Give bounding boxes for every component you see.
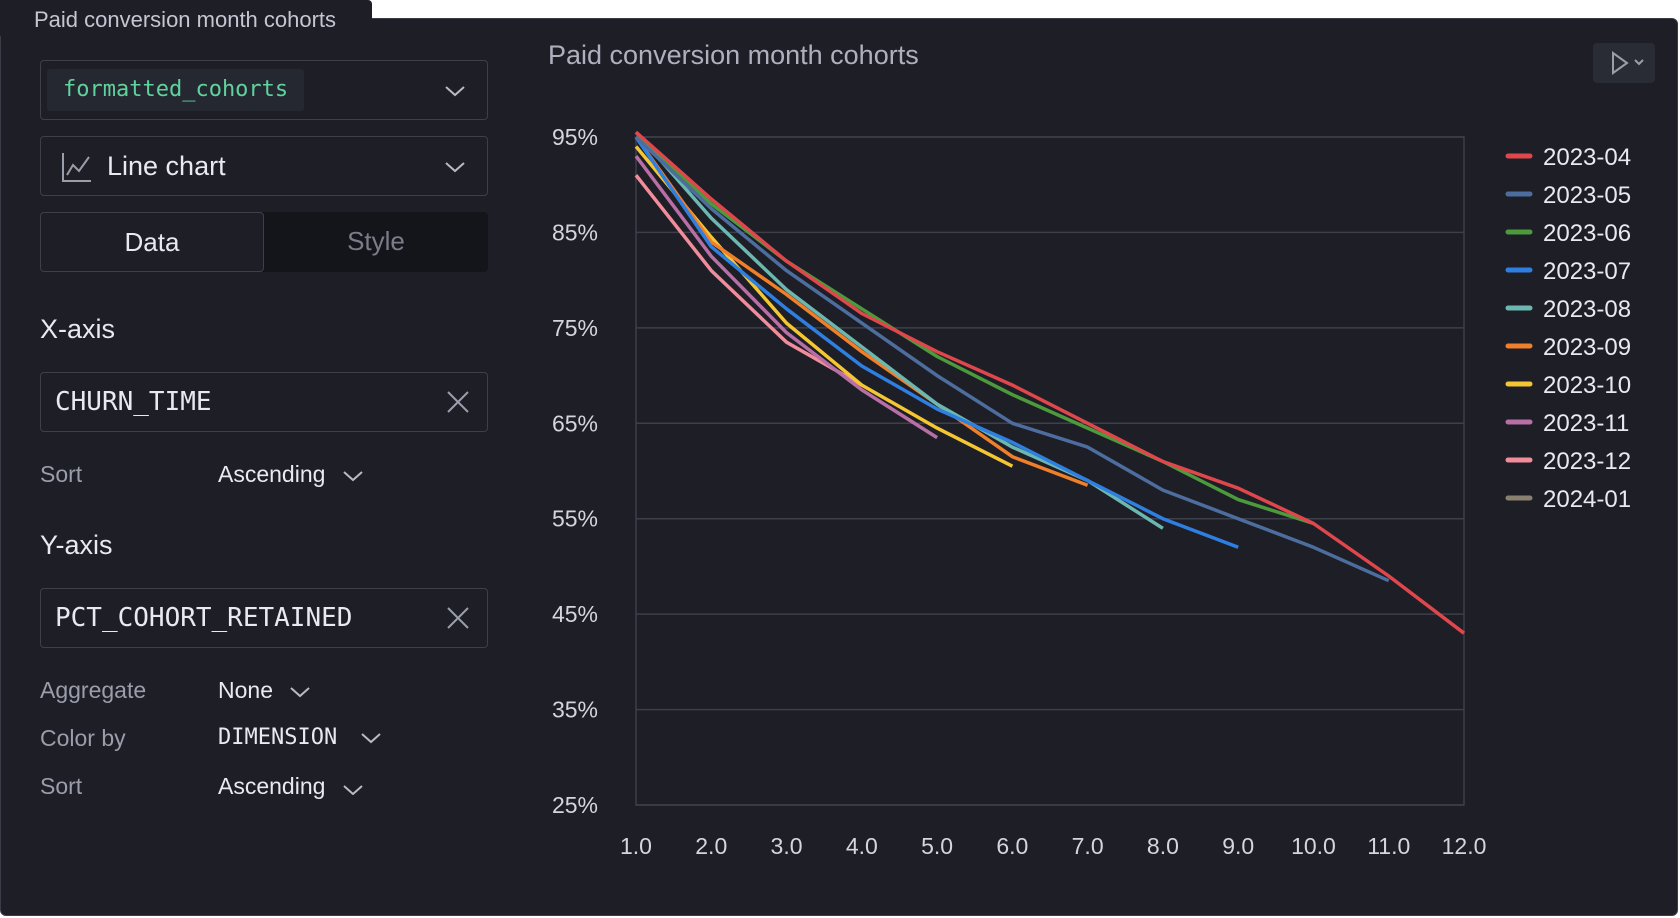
chevron-down-icon <box>290 687 311 698</box>
config-tabs: Data Style <box>40 212 488 272</box>
y-sort-label: Sort <box>40 773 83 799</box>
legend-label[interactable]: 2023-12 <box>1543 448 1631 475</box>
chart-series <box>634 130 1466 635</box>
x-axis-heading: X-axis <box>40 314 116 344</box>
series-line-2023-08 <box>634 131 1164 530</box>
x-tick-label: 1.0 <box>620 833 652 859</box>
x-tick-label: 5.0 <box>921 833 953 859</box>
chevron-down-icon <box>343 785 363 795</box>
y-tick-label: 65% <box>552 410 598 436</box>
x-axis-ticks: 1.0 2.0 3.0 4.0 5.0 6.0 7.0 8.0 9.0 10.0 11.0 12.0 <box>620 833 1486 859</box>
x-tick-label: 2.0 <box>695 833 727 859</box>
x-tick-label: 11.0 <box>1367 833 1410 859</box>
x-tick-label: 12.0 <box>1442 833 1487 859</box>
x-tick-label: 10.0 <box>1291 833 1336 859</box>
series-line-2023-09 <box>634 135 1089 487</box>
aggregate-label: Aggregate <box>40 677 147 703</box>
legend-label[interactable]: 2023-07 <box>1543 258 1631 285</box>
y-axis-heading: Y-axis <box>40 530 113 560</box>
series-line-2023-07 <box>634 136 1239 549</box>
dataframe-name: formatted_cohorts <box>47 69 305 111</box>
series-line-2023-12 <box>634 174 863 387</box>
legend-label[interactable]: 2023-05 <box>1543 182 1631 209</box>
legend-label[interactable]: 2024-01 <box>1543 486 1631 513</box>
chevron-down-icon <box>343 471 363 482</box>
y-axis-column: PCT_COHORT_RETAINED <box>55 603 353 633</box>
chart-legend: 2023-04 2023-05 2023-06 2023-07 2023-08 2023-… <box>1505 144 1631 513</box>
play-icon <box>1612 51 1644 75</box>
tab-data[interactable]: Data <box>40 212 264 272</box>
y-axis-column-field[interactable]: PCT_COHORT_RETAINED <box>40 588 488 648</box>
y-tick-label: 95% <box>552 124 598 150</box>
y-axis-ticks: 25% 35% 45% 55% 65% 75% 85% 95% <box>552 124 598 818</box>
line-chart-icon <box>62 153 91 182</box>
chevron-down-icon <box>361 733 382 744</box>
y-tick-label: 35% <box>552 697 598 723</box>
chevron-down-icon <box>445 86 465 97</box>
chart-title: Paid conversion month cohorts <box>548 40 919 70</box>
series-line-2023-11 <box>634 155 939 440</box>
legend-label[interactable]: 2023-06 <box>1543 220 1631 247</box>
chart-grid <box>635 136 1465 806</box>
x-tick-label: 6.0 <box>996 833 1028 859</box>
x-sort-label: Sort <box>40 461 83 487</box>
x-tick-label: 4.0 <box>846 833 878 859</box>
dataframe-select[interactable]: formatted_cohorts <box>40 60 488 120</box>
legend-label[interactable]: 2023-08 <box>1543 296 1631 323</box>
chart-type-select[interactable]: Line chart <box>40 136 488 196</box>
cell-title-tab: Paid conversion month cohorts <box>0 0 372 36</box>
y-tick-label: 55% <box>552 506 598 532</box>
aggregate-value: None <box>218 677 273 703</box>
color-by-value: DIMENSION <box>218 725 338 750</box>
y-tick-label: 85% <box>552 219 598 245</box>
close-icon[interactable] <box>445 605 471 631</box>
series-line-2023-05 <box>634 135 1390 583</box>
run-button[interactable] <box>1593 43 1655 83</box>
close-icon[interactable] <box>445 389 471 415</box>
tab-style[interactable]: Style <box>347 226 405 256</box>
x-tick-label: 7.0 <box>1072 833 1104 859</box>
x-axis-column-field[interactable]: CHURN_TIME <box>40 372 488 432</box>
legend-label[interactable]: 2023-09 <box>1543 334 1631 361</box>
x-axis-column: CHURN_TIME <box>55 387 212 417</box>
y-tick-label: 25% <box>552 792 598 818</box>
x-tick-label: 9.0 <box>1222 833 1254 859</box>
cell-title: Paid conversion month cohorts <box>34 7 337 32</box>
x-tick-label: 3.0 <box>771 833 803 859</box>
x-sort-select[interactable]: Ascending <box>218 461 364 488</box>
y-tick-label: 75% <box>552 315 598 341</box>
aggregate-select[interactable]: None <box>218 677 311 704</box>
x-sort-value: Ascending <box>218 461 326 487</box>
x-tick-label: 8.0 <box>1147 833 1179 859</box>
series-line-2023-04 <box>634 130 1466 635</box>
y-sort-select[interactable]: Ascending <box>218 773 364 800</box>
legend-label[interactable]: 2023-10 <box>1543 372 1631 399</box>
color-by-label: Color by <box>40 725 126 751</box>
y-tick-label: 45% <box>552 601 598 627</box>
series-line-2023-06 <box>634 130 1315 526</box>
color-by-select[interactable]: DIMENSION <box>218 725 382 750</box>
chevron-down-icon <box>445 162 465 173</box>
legend-label[interactable]: 2023-04 <box>1543 144 1631 171</box>
legend-label[interactable]: 2023-11 <box>1543 410 1629 437</box>
chart-type-label: Line chart <box>107 151 226 181</box>
y-sort-value: Ascending <box>218 773 326 799</box>
